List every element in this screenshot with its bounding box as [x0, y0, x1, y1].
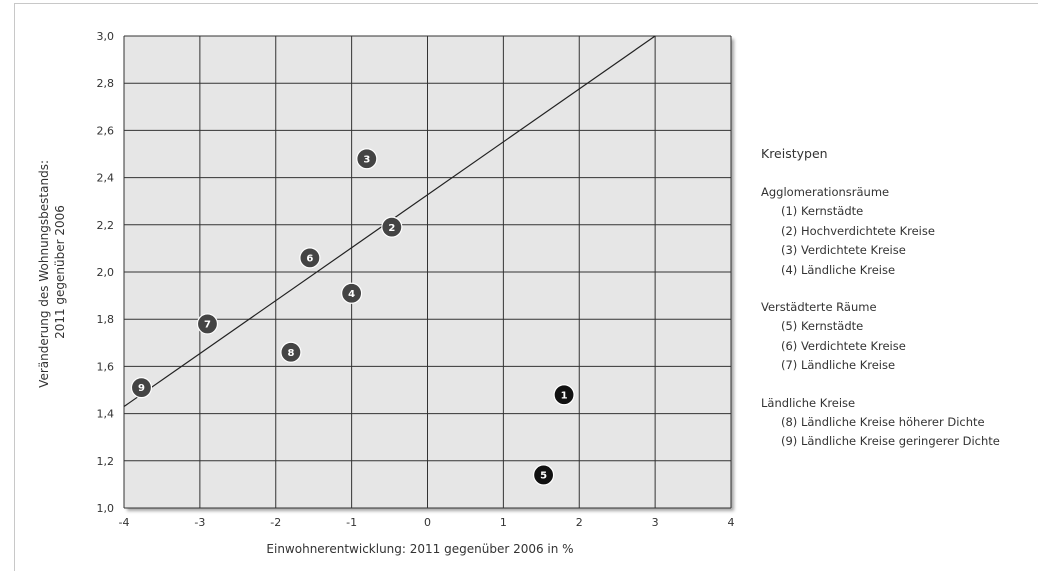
frame-left-line [14, 3, 15, 571]
data-point-9: 9 [130, 377, 153, 399]
frame-top-line [14, 3, 1038, 4]
y-tick-label: 2,4 [97, 172, 115, 185]
legend-item: (7) Ländliche Kreise [781, 358, 896, 372]
data-point-label: 5 [540, 471, 547, 482]
data-point-label: 1 [561, 390, 568, 401]
legend-item: (9) Ländliche Kreise geringerer Dichte [781, 434, 1000, 448]
legend-item: (3) Verdichtete Kreise [781, 243, 906, 257]
x-tick-label: 4 [728, 516, 735, 529]
data-point-label: 3 [363, 154, 370, 165]
data-point-label: 7 [204, 320, 211, 331]
legend-group-title: Ländliche Kreise [761, 395, 856, 410]
legend-group-title: Agglomerationsräume [761, 185, 890, 199]
legend-title: Kreistypen [761, 146, 828, 161]
data-point-marker [532, 464, 555, 486]
x-tick-label: 3 [652, 516, 659, 529]
data-point-marker [299, 247, 321, 269]
data-point-marker [553, 384, 575, 406]
data-point-marker [341, 282, 363, 304]
y-tick-label: 1,4 [97, 408, 115, 421]
data-point-5: 5 [532, 464, 555, 486]
data-point-marker [130, 377, 153, 399]
data-point-8: 8 [280, 341, 302, 363]
data-point-2: 2 [381, 216, 403, 238]
x-tick-label: 0 [424, 516, 431, 529]
scatter-chart: 1 2 3 4 5 6 7 8 9 -4 -3 -2 -1 0 1 2 3 4 1,0 1,2 1,4 1,6 1,8 2,… [37, 30, 735, 556]
legend-group-agglomeration: Agglomerationsräume (1) Kernstädte (2) H… [761, 183, 1036, 280]
legend-group-urban: Verstädterte Räume (5) Kernstädte (6) Ve… [761, 298, 1036, 376]
data-point-marker [196, 313, 219, 335]
data-point-label: 2 [388, 223, 395, 234]
data-point-label: 8 [287, 348, 294, 359]
legend-group-rural: Ländliche Kreise (8) Ländliche Kreise hö… [761, 394, 1036, 452]
y-tick-label: 2,2 [97, 219, 115, 232]
legend-item: (2) Hochverdichtete Kreise [781, 223, 935, 238]
data-point-label: 9 [138, 383, 145, 394]
data-point-6: 6 [299, 247, 321, 269]
y-axis-title-line-1: Veränderung des Wohnungsbestands: [37, 160, 51, 388]
legend-item: (4) Ländliche Kreise [781, 262, 896, 277]
data-point-7: 7 [196, 313, 219, 335]
y-axis-title: Veränderung des Wohnungsbestands: 2011 g… [37, 156, 67, 388]
x-tick-label: -3 [194, 516, 205, 529]
data-point-1: 1 [553, 384, 575, 406]
data-point-4: 4 [341, 282, 363, 304]
y-tick-label: 2,6 [97, 124, 115, 137]
legend-item: (5) Kernstädte [781, 319, 864, 333]
x-tick-label: -1 [346, 516, 357, 529]
y-tick-label: 1,6 [97, 360, 115, 373]
legend-item: (6) Verdichtete Kreise [781, 338, 906, 353]
legend: Kreistypen Agglomerationsräume (1) Kerns… [761, 146, 1036, 470]
y-tick-label: 2,8 [97, 77, 115, 90]
x-tick-label: 2 [576, 516, 583, 529]
legend-group-title: Verstädterte Räume [761, 300, 877, 314]
x-tick-label: 1 [500, 516, 507, 529]
data-point-marker [356, 148, 378, 170]
data-point-marker [381, 216, 403, 238]
data-point-label: 4 [348, 289, 355, 300]
y-tick-label: 1,8 [97, 313, 115, 326]
x-axis-title: Einwohnerentwicklung: 2011 gegenüber 200… [266, 542, 573, 556]
x-tick-label: -4 [119, 516, 130, 529]
legend-item: (1) Kernstädte [781, 204, 864, 218]
y-tick-label: 3,0 [97, 30, 115, 43]
y-tick-label: 1,0 [97, 502, 115, 515]
x-tick-label: -2 [270, 516, 281, 529]
data-point-marker [280, 341, 302, 363]
y-axis-title-line-2: 2011 gegenüber 2006 [53, 205, 67, 339]
data-point-3: 3 [356, 148, 378, 170]
y-tick-label: 2,0 [97, 266, 115, 279]
data-point-label: 6 [306, 253, 313, 264]
y-tick-label: 1,2 [97, 455, 115, 468]
legend-item: (8) Ländliche Kreise höherer Dichte [781, 414, 985, 429]
